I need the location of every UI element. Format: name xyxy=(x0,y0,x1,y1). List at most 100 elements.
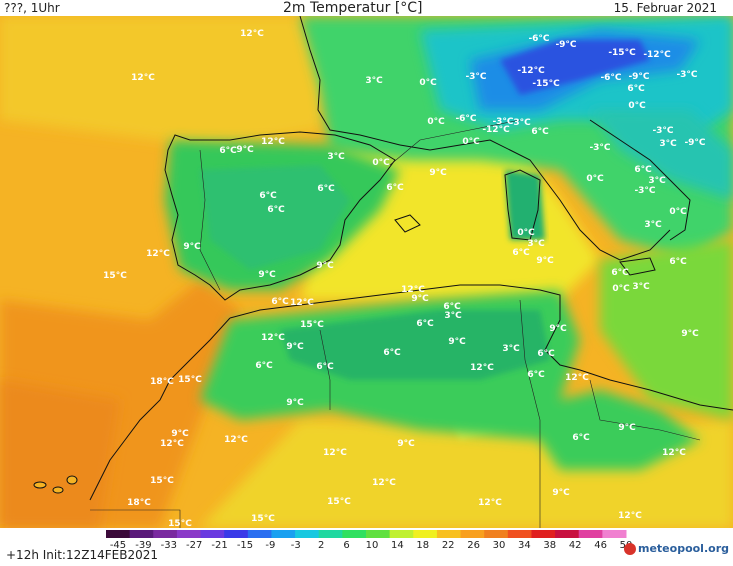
temperature-label: 12°C xyxy=(372,478,396,488)
temperature-label: -15°C xyxy=(532,79,560,89)
scale-swatch xyxy=(200,530,225,538)
temperature-label: 6°C xyxy=(386,183,404,193)
temperature-label: 15°C xyxy=(178,375,202,385)
scale-tick: -9 xyxy=(265,540,276,551)
map-date: 15. Februar 2021 xyxy=(613,1,717,15)
temperature-label: 6°C xyxy=(267,205,285,215)
temperature-label: -3°C xyxy=(676,70,697,80)
temperature-label: 0°C xyxy=(628,101,646,111)
scale-swatch xyxy=(507,530,532,538)
temperature-label: 12°C xyxy=(261,137,285,147)
map-footer: -45 -39 -33 -27 -21 -15 -9 -3 2 6 10 14 18 22 26 30 34 38… xyxy=(0,528,733,566)
temperature-label: -12°C xyxy=(482,125,510,135)
scale-tick: -39 xyxy=(135,540,152,551)
temperature-label: 0°C xyxy=(586,174,604,184)
temperature-label: 18°C xyxy=(150,377,174,387)
temperature-label: 3°C xyxy=(513,118,531,128)
iberia-inner xyxy=(200,165,350,270)
temperature-label: 6°C xyxy=(259,191,277,201)
temperature-labels: 12°C12°C 3°C 0°C-3°C-6°C-9°C-15°C -12°C-12°… xyxy=(103,29,706,528)
scale-swatch xyxy=(106,530,131,538)
temperature-label: 9°C xyxy=(316,261,334,271)
temperature-label: 3°C xyxy=(502,344,520,354)
temperature-label: 12°C xyxy=(240,29,264,39)
temperature-label: -3°C xyxy=(634,186,655,196)
header-left: ???, 1Uhr xyxy=(4,1,60,15)
temperature-label: -9°C xyxy=(684,138,705,148)
temperature-label: -15°C xyxy=(608,48,636,58)
temperature-label: 3°C xyxy=(644,220,662,230)
scale-swatch xyxy=(484,530,509,538)
temperature-label: 9°C xyxy=(183,242,201,252)
scale-tick: 18 xyxy=(416,540,430,551)
temperature-label: 6°C xyxy=(316,362,334,372)
temperature-label: 6°C xyxy=(219,146,237,156)
temperature-label: 6°C xyxy=(634,165,652,175)
temperature-label: 9°C xyxy=(429,168,447,178)
color-scale xyxy=(106,530,627,538)
temperature-label: 9°C xyxy=(286,398,304,408)
temperature-label: 9°C xyxy=(552,488,570,498)
temperature-label: 3°C xyxy=(659,139,677,149)
temperature-label: 6°C xyxy=(537,349,555,359)
scale-swatch xyxy=(602,530,627,538)
temperature-label: 6°C xyxy=(669,257,687,267)
temperature-label: 12°C xyxy=(401,285,425,295)
temperature-label: 6°C xyxy=(317,184,335,194)
temperature-label: 15°C xyxy=(103,271,127,281)
scale-swatch xyxy=(247,530,272,538)
atlas-inner xyxy=(280,310,550,380)
temperature-label: 9°C xyxy=(258,270,276,280)
temperature-label: 0°C xyxy=(669,207,687,217)
logo-text: meteopool.org xyxy=(638,542,729,555)
scale-tick: 38 xyxy=(543,540,557,551)
scale-tick: 26 xyxy=(467,540,480,551)
coastlines xyxy=(89,16,733,501)
temperature-label: 6°C xyxy=(527,370,545,380)
scale-swatch xyxy=(271,530,296,538)
scale-tick: 2 xyxy=(318,540,325,551)
temperature-label: 3°C xyxy=(365,76,383,86)
temperature-label: 0°C xyxy=(612,284,630,294)
temperature-label: 6°C xyxy=(383,348,401,358)
temperature-label: 15°C xyxy=(251,514,275,524)
temperature-label: 15°C xyxy=(150,476,174,486)
scale-tick: 6 xyxy=(343,540,350,551)
scale-swatch xyxy=(460,530,485,538)
temperature-label: -3°C xyxy=(589,143,610,153)
scale-tick: 42 xyxy=(568,540,582,551)
temperature-label: 12°C xyxy=(290,298,314,308)
temperature-label: 0°C xyxy=(462,137,480,147)
temperature-label: -3°C xyxy=(465,72,486,82)
temperature-label: 6°C xyxy=(611,268,629,278)
temperature-label: 15°C xyxy=(300,320,324,330)
temperature-label: 6°C xyxy=(416,319,434,329)
temperature-label: 3°C xyxy=(327,152,345,162)
temperature-label: 12°C xyxy=(323,448,347,458)
scale-swatch xyxy=(389,530,414,538)
logo[interactable]: meteopool.org xyxy=(624,542,729,555)
borders xyxy=(90,119,701,528)
temperature-label: 9°C xyxy=(448,337,466,347)
temperature-label: 12°C xyxy=(565,373,589,383)
temperature-label: -6°C xyxy=(528,34,549,44)
temperature-label: 3°C xyxy=(648,176,666,186)
temperature-label: 15°C xyxy=(168,519,192,528)
scale-tick: 14 xyxy=(391,540,404,551)
temperature-label: 12°C xyxy=(160,439,184,449)
temperature-label: 12°C xyxy=(618,511,642,521)
temperature-label: 18°C xyxy=(127,498,151,508)
scale-swatch xyxy=(224,530,249,538)
temperature-label: -3°C xyxy=(492,117,513,127)
temperature-label: 12°C xyxy=(261,333,285,343)
temperature-label: 15°C xyxy=(327,497,351,507)
alps-deep-blue xyxy=(500,40,650,95)
temperature-label: 12°C xyxy=(224,435,248,445)
scale-swatch xyxy=(436,530,462,538)
logo-icon xyxy=(624,543,636,555)
north-atlantic-yellow xyxy=(0,16,330,150)
temperature-label: 9°C xyxy=(618,423,636,433)
far-southwest-region xyxy=(0,380,120,528)
temperature-label: -9°C xyxy=(628,72,649,82)
temperature-label: -9°C xyxy=(555,40,576,50)
